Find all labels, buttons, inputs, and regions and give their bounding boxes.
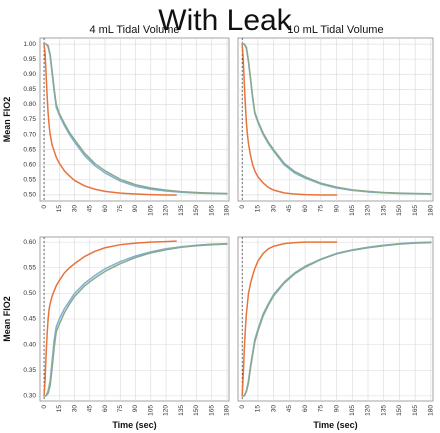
y-tick-label: 0.60 — [23, 161, 36, 168]
x-tick-label: 105 — [349, 205, 356, 216]
x-tick-label: 180 — [428, 205, 435, 216]
series-line — [241, 241, 432, 397]
y-tick-label: 0.70 — [23, 131, 36, 138]
x-tick-label: 75 — [117, 205, 124, 213]
x-tick-label: 90 — [333, 205, 340, 213]
figure-title: With Leak — [158, 4, 292, 37]
x-tick-label: 45 — [286, 405, 293, 413]
x-tick-label: 150 — [396, 405, 403, 416]
panel-title: 10 mL Tidal Volume — [287, 24, 383, 36]
y-tick-label: 0.35 — [23, 367, 36, 374]
x-tick-label: 60 — [102, 205, 109, 213]
x-tick-label: 165 — [208, 205, 215, 216]
x-tick-label: 90 — [132, 205, 139, 213]
panel-top-left: 0 15 30 45 60 75 90 105 120 135 150 165 180 0.50 0.55 0… — [2, 24, 231, 216]
panel-bottom-left: 0 15 30 45 60 75 90 105 120 135 150 165 180 0.30 0.35 0… — [2, 236, 231, 430]
x-tick-label: 180 — [224, 405, 231, 416]
x-tick-label: 105 — [147, 205, 154, 216]
x-axis-label: Time (sec) — [313, 420, 357, 430]
x-tick-label: 45 — [286, 205, 293, 213]
x-tick-label: 105 — [349, 405, 356, 416]
x-tick-label: 90 — [132, 405, 139, 413]
x-tick-label: 60 — [302, 205, 309, 213]
x-tick-label: 120 — [163, 405, 170, 416]
series-line — [43, 43, 177, 196]
y-tick-label: 0.50 — [23, 290, 36, 297]
y-tick-label: 0.50 — [23, 192, 36, 199]
chart-panels: 0 15 30 45 60 75 90 105 120 135 150 165 1800.500.550… — [2, 24, 435, 430]
x-tick-label: 15 — [255, 205, 262, 213]
panel-top-right: 0 15 30 45 60 75 90 105 120 135 150 165 180 10 mL Tid… — [237, 24, 435, 216]
x-tick-label: 15 — [56, 205, 63, 213]
x-tick-label: 120 — [163, 205, 170, 216]
x-tick-label: 135 — [380, 405, 387, 416]
y-tick-label: 0.90 — [23, 71, 36, 78]
x-tick-label: 0 — [41, 205, 48, 209]
series-line — [43, 43, 228, 195]
x-tick-label: 15 — [56, 405, 63, 413]
x-tick-label: 135 — [178, 205, 185, 216]
x-tick-label: 30 — [71, 405, 78, 413]
y-tick-label: 0.65 — [23, 146, 36, 153]
x-tick-label: 0 — [239, 205, 246, 209]
x-tick-label: 0 — [41, 405, 48, 409]
x-tick-label: 60 — [102, 405, 109, 413]
x-tick-label: 45 — [87, 205, 94, 213]
x-tick-label: 120 — [365, 205, 372, 216]
x-axis-label: Time (sec) — [112, 420, 156, 430]
x-tick-label: 30 — [71, 205, 78, 213]
series-line — [241, 43, 432, 195]
x-tick-label: 75 — [318, 405, 325, 413]
x-tick-label: 165 — [412, 205, 419, 216]
x-tick-label: 30 — [270, 205, 277, 213]
y-tick-label: 0.85 — [23, 86, 36, 93]
y-tick-label: 0.95 — [23, 56, 36, 63]
series-line — [43, 240, 177, 397]
x-tick-label: 135 — [380, 205, 387, 216]
series-line — [241, 43, 338, 196]
x-tick-label: 180 — [224, 205, 231, 216]
y-tick-label: 0.45 — [23, 316, 36, 323]
x-tick-label: 0 — [239, 405, 246, 409]
series-line — [241, 241, 338, 397]
x-tick-label: 75 — [117, 405, 124, 413]
x-tick-label: 150 — [396, 205, 403, 216]
x-tick-label: 90 — [333, 405, 340, 413]
x-tick-label: 180 — [428, 405, 435, 416]
y-tick-label: 0.55 — [23, 177, 36, 184]
x-tick-label: 165 — [412, 405, 419, 416]
x-tick-label: 75 — [318, 205, 325, 213]
x-tick-label: 135 — [178, 405, 185, 416]
y-tick-label: 0.40 — [23, 341, 36, 348]
x-tick-label: 45 — [87, 405, 94, 413]
panel-title: 4 mL Tidal Volume — [89, 24, 179, 36]
y-tick-label: 1.00 — [23, 41, 36, 48]
x-tick-label: 30 — [270, 405, 277, 413]
x-tick-label: 120 — [365, 405, 372, 416]
y-axis-label: Mean FIO2 — [2, 296, 12, 342]
panel-bottom-right: 0 15 30 45 60 75 90 105 120 135 150 165 180 Time (sec… — [237, 236, 435, 430]
x-tick-label: 15 — [255, 405, 262, 413]
x-tick-label: 60 — [302, 405, 309, 413]
y-tick-label: 0.75 — [23, 116, 36, 123]
y-tick-label: 0.60 — [23, 239, 36, 246]
x-tick-label: 165 — [208, 405, 215, 416]
y-tick-label: 0.30 — [23, 393, 36, 400]
x-tick-label: 105 — [147, 405, 154, 416]
y-axis-label: Mean FIO2 — [2, 97, 12, 143]
series-line — [43, 243, 228, 397]
x-tick-label: 150 — [193, 405, 200, 416]
y-tick-label: 0.55 — [23, 264, 36, 271]
x-tick-label: 150 — [193, 205, 200, 216]
y-tick-label: 0.80 — [23, 101, 36, 108]
